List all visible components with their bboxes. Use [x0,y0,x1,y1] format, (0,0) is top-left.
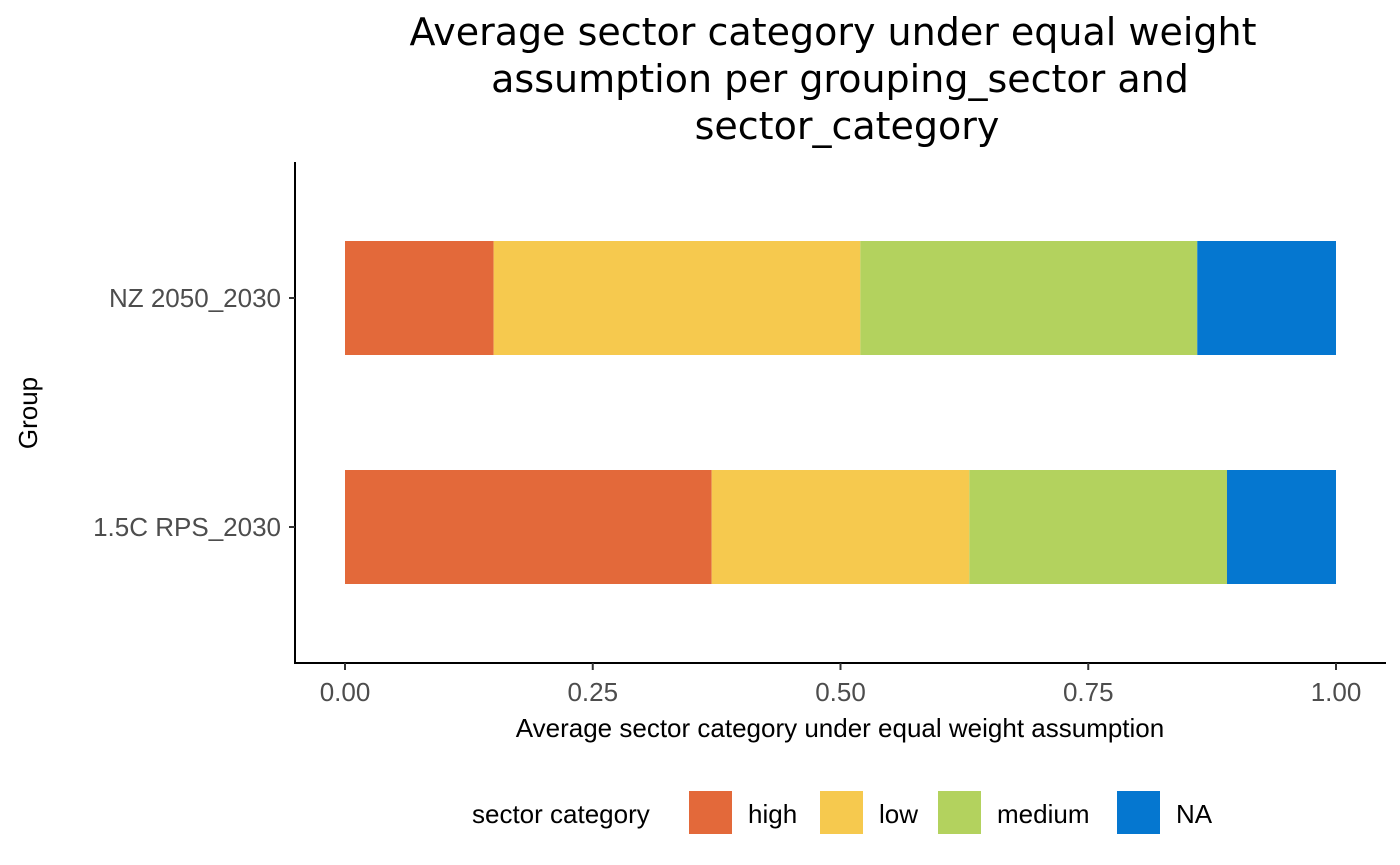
x-axis-ticks: 0.00 0.25 0.50 0.75 1.00 [320,663,1362,707]
chart-title-line-3: sector_category [695,104,1000,148]
x-tick-label: 0.75 [1063,677,1114,707]
y-axis-title: Group [13,377,43,449]
legend-key-low [820,791,863,834]
legend-label-medium: medium [997,799,1089,829]
x-tick-label: 0.50 [815,677,866,707]
legend-label-low: low [879,799,918,829]
legend-key-high [689,791,732,834]
bar-segment-0-na [1197,241,1336,355]
bar-segment-1-medium [969,470,1227,584]
x-tick-label: 1.00 [1311,677,1362,707]
legend-key-na [1117,791,1160,834]
bars-layer [345,241,1336,584]
x-tick-label: 0.00 [320,677,371,707]
chart-title-line-2: assumption per grouping_sector and [491,57,1189,101]
bar-segment-1-na [1226,470,1336,584]
bar-segment-0-low [493,241,861,355]
legend-label-na: NA [1176,799,1213,829]
bar-segment-1-low [711,470,970,584]
chart-title: Average sector category under equal weig… [409,10,1256,148]
x-tick-label: 0.25 [567,677,618,707]
bar-segment-0-medium [860,241,1198,355]
chart-title-line-1: Average sector category under equal weig… [409,10,1256,54]
legend-label-high: high [748,799,797,829]
bar-segment-0-high [345,241,494,355]
x-axis-title: Average sector category under equal weig… [516,713,1164,743]
y-axis-ticks: NZ 2050_2030 1.5C RPS_2030 [93,283,295,542]
bar-segment-1-high [345,470,712,584]
legend-key-medium [938,791,981,834]
legend: sector category high low medium NA [472,791,1213,834]
y-tick-label: NZ 2050_2030 [109,283,281,313]
y-tick-label: 1.5C RPS_2030 [93,512,281,542]
legend-title: sector category [472,799,650,829]
